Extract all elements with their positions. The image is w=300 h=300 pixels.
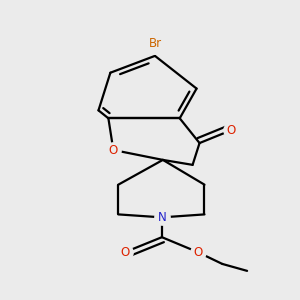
Text: Br: Br <box>148 38 161 50</box>
Text: N: N <box>158 211 166 224</box>
Text: O: O <box>109 143 118 157</box>
Text: O: O <box>226 124 236 137</box>
Text: O: O <box>193 245 202 259</box>
Text: O: O <box>121 245 130 259</box>
